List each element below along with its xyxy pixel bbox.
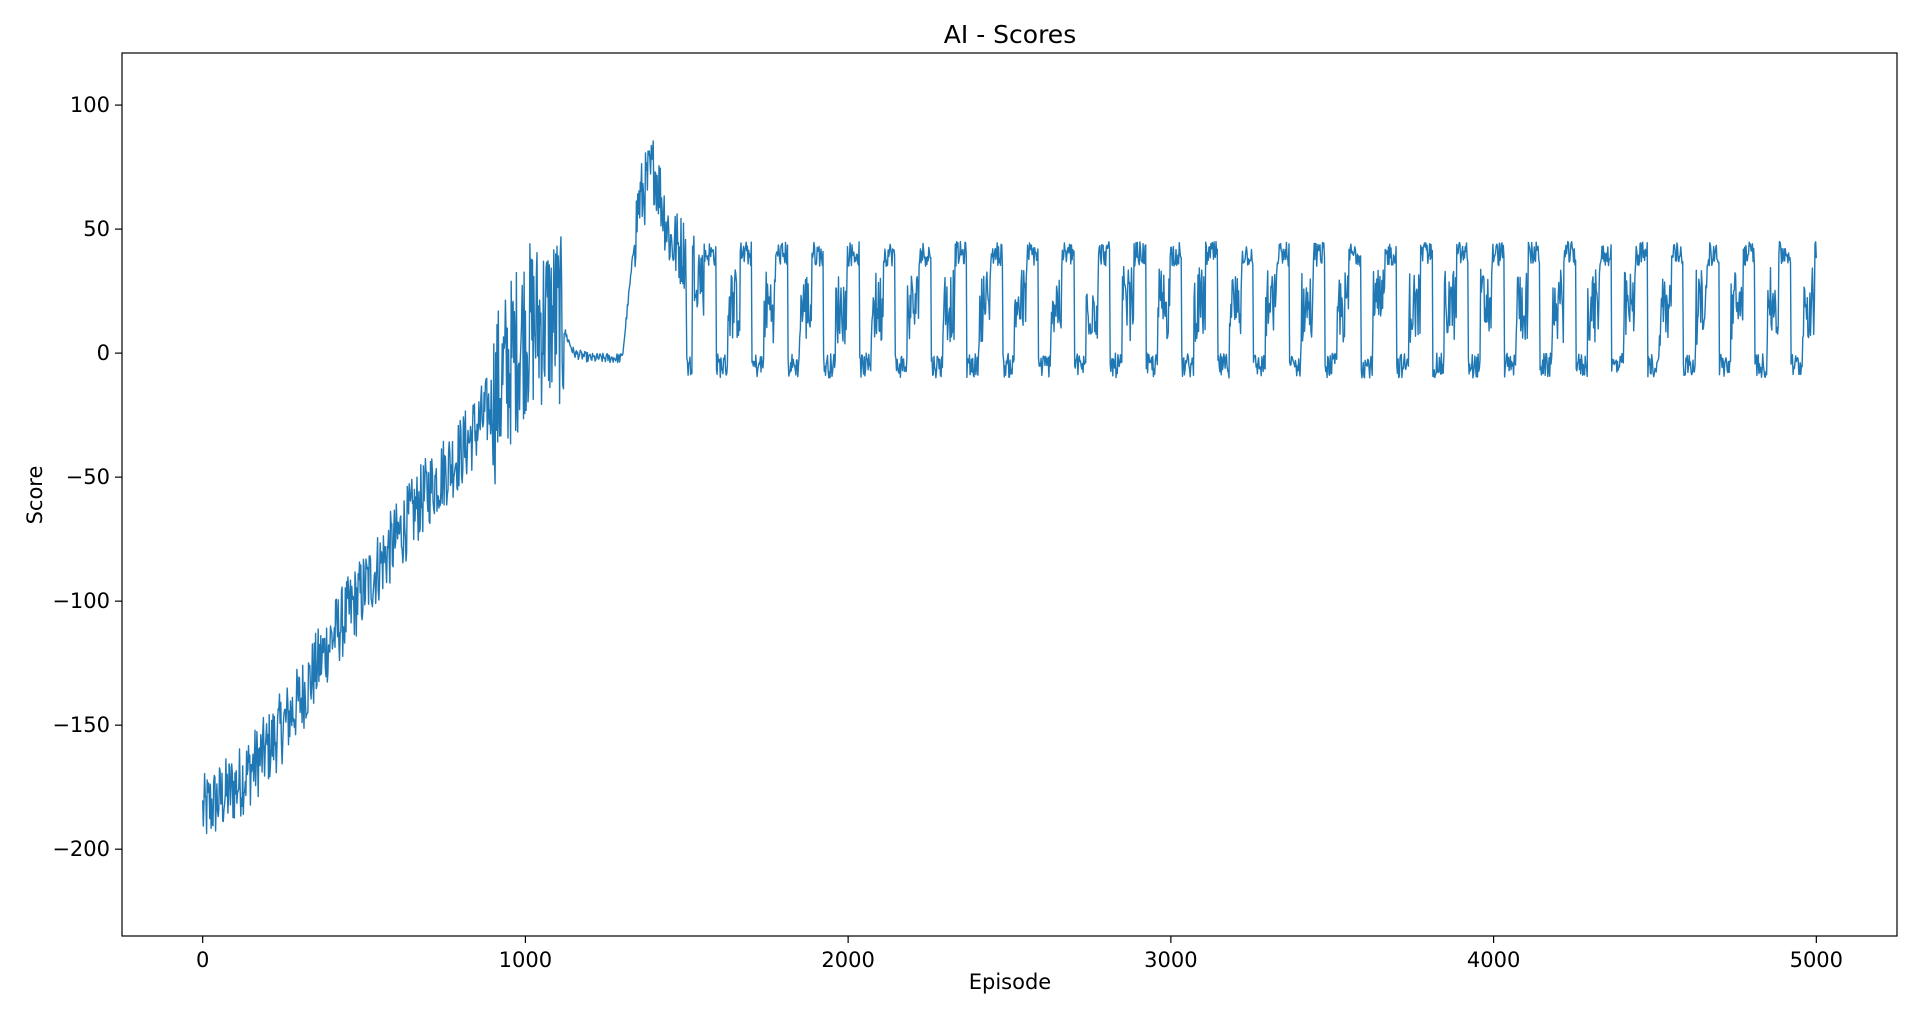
chart-title: AI - Scores [944,20,1076,49]
plot-frame [121,52,1898,937]
plot-area [121,52,1898,937]
y-axis: −200 −150 −100 −50 0 50 100 [52,93,122,861]
y-tick-label: 50 [83,217,110,241]
x-axis: 0 1000 2000 3000 4000 5000 [196,936,1843,972]
series-line [202,140,1817,835]
x-tick-label: 2000 [821,948,874,972]
x-tick-label: 5000 [1790,948,1843,972]
x-tick-label: 4000 [1467,948,1520,972]
x-tick-label: 1000 [499,948,552,972]
y-tick-label: −200 [52,837,110,861]
y-tick-label: −150 [52,713,110,737]
y-tick-label: −50 [66,465,110,489]
y-tick-label: 0 [97,341,110,365]
series-layer [202,140,1817,835]
y-axis-label: Score [23,466,47,525]
x-tick-label: 0 [196,948,209,972]
y-tick-label: −100 [52,589,110,613]
y-tick-label: 100 [70,93,110,117]
x-axis-label: Episode [969,970,1051,994]
x-tick-label: 3000 [1144,948,1197,972]
